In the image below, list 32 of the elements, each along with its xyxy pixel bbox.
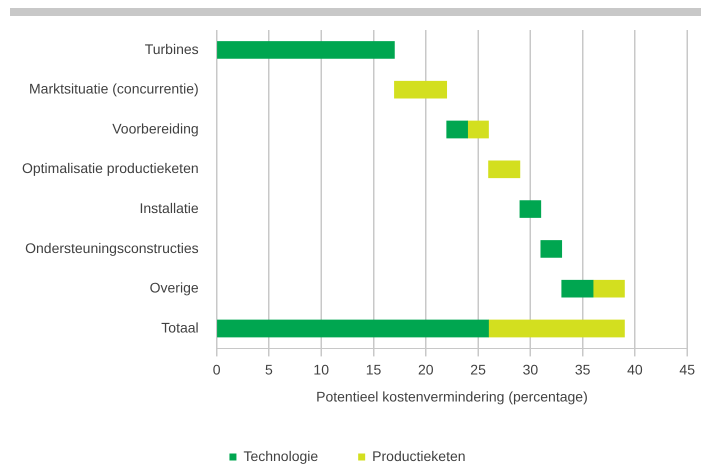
y-tick-label: Ondersteuningsconstructies — [25, 240, 199, 256]
x-tick-label: 25 — [470, 362, 486, 378]
legend-label: Technologie — [243, 448, 318, 464]
bar — [217, 320, 489, 338]
bar — [467, 120, 489, 138]
x-axis-title: Potentieel kostenvermindering (percentage) — [316, 388, 588, 404]
x-tick-label: 5 — [265, 362, 274, 378]
bar — [561, 280, 594, 298]
y-tick-label: Overige — [150, 280, 199, 296]
y-tick-label: Marktsituatie (concurrentie) — [29, 80, 199, 97]
x-tick-label: 30 — [522, 362, 538, 378]
y-tick-label: Voorbereiding — [112, 120, 199, 136]
y-tick-label: Turbines — [144, 40, 199, 57]
bar — [520, 200, 542, 218]
bar — [488, 160, 520, 178]
x-tick-label: 45 — [679, 362, 696, 378]
x-tick-label: 20 — [418, 362, 434, 378]
x-tick-label: 35 — [574, 362, 591, 378]
y-tick-label: Totaal — [161, 319, 199, 336]
y-tick-label: Optimalisatie productieketen — [22, 160, 199, 176]
x-tick-label: 15 — [366, 362, 382, 378]
legend-label: Productieketen — [372, 448, 466, 464]
bar — [394, 80, 448, 99]
bar — [217, 41, 395, 59]
bar — [488, 320, 625, 338]
x-tick-label: 40 — [627, 362, 643, 378]
bar — [540, 240, 562, 258]
bar — [592, 280, 625, 298]
bar — [446, 120, 468, 138]
x-tick-label: 10 — [313, 362, 330, 378]
y-tick-label: Installatie — [139, 200, 199, 216]
x-tick-label: 0 — [212, 362, 221, 378]
